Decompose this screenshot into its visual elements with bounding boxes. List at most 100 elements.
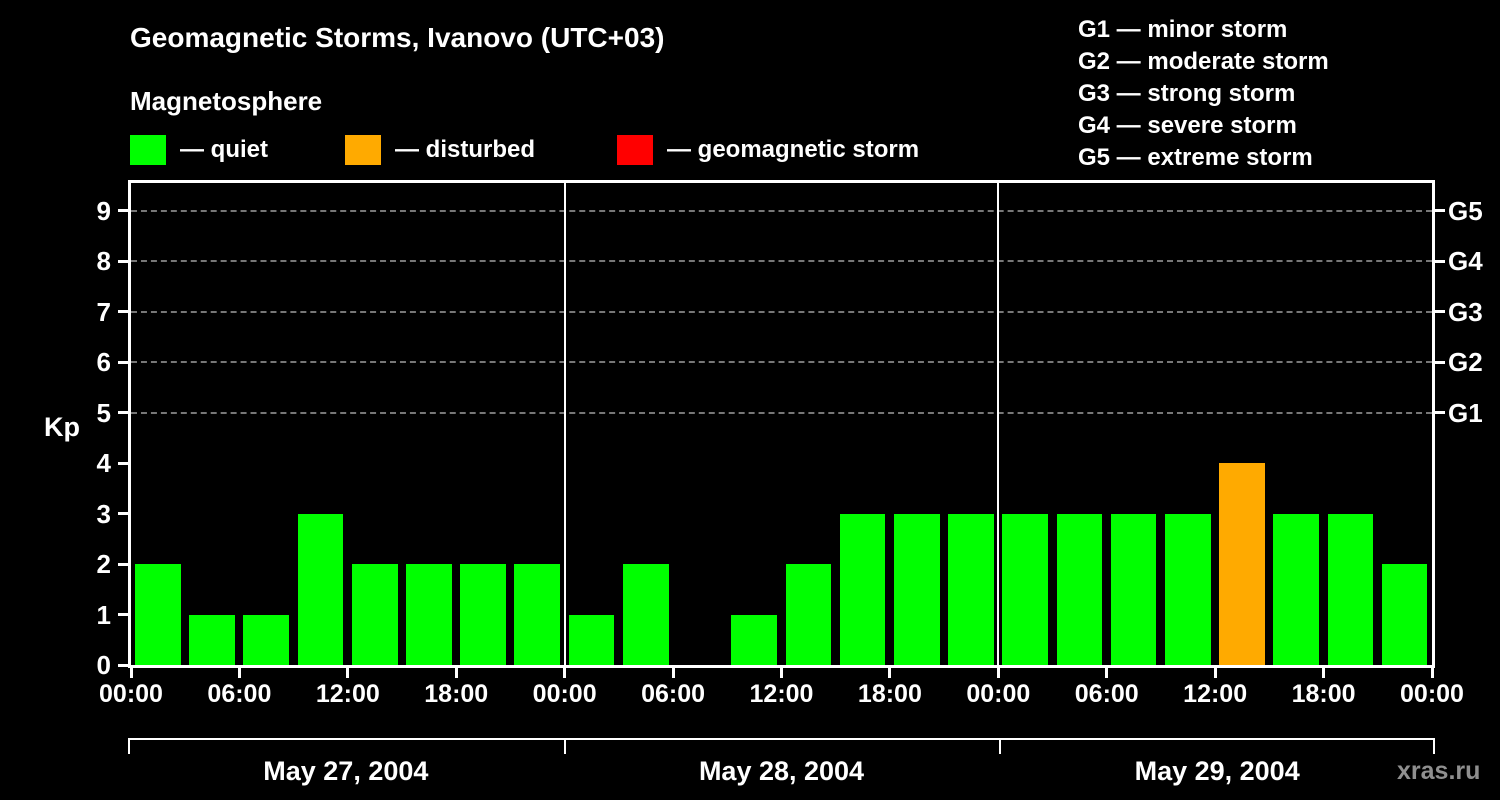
date-axis-tick [999,738,1002,754]
kp-bar [1273,513,1320,665]
y-tick [118,512,131,516]
x-tick-label: 06:00 [641,680,706,708]
y-tick-label: 7 [96,296,111,327]
x-axis-tick-labels: 00:00 06:00 12:00 18:00 00:00 06:00 12:00 18:00… [99,680,1464,712]
y-tick-label: 5 [96,397,111,428]
y-tick-label: 3 [96,498,111,529]
x-tick [1213,668,1217,678]
y-tick-label: 2 [96,549,111,580]
x-tick [129,668,133,678]
g-scale-item-2: G2 — moderate storm [1078,48,1329,75]
x-tick [1105,668,1109,678]
legend-item-quiet: — quiet [130,134,268,166]
date-axis-tick [1433,738,1435,754]
kp-bar [1056,513,1103,665]
kp-bar [460,564,506,665]
x-tick-label: 00:00 [99,680,163,708]
gridline-kp7 [131,310,1432,313]
x-tick-label: 06:00 [207,680,272,708]
x-tick-label: 12:00 [315,680,380,708]
right-tick [1432,259,1445,263]
x-tick [237,668,241,678]
x-tick [1322,668,1326,678]
y-tick [118,310,131,314]
y-tick [118,411,131,415]
kp-bar [1381,564,1428,665]
kp-bar [839,513,886,665]
kp-bar [189,614,235,665]
x-tick [1430,668,1434,678]
kp-bar [622,564,669,665]
right-tick [1432,360,1445,364]
x-tick [888,668,892,678]
date-axis-tick [563,738,566,754]
g-scale-item-3: G3 — strong storm [1078,80,1296,107]
kp-bar [1164,513,1211,665]
date-label: May 27, 2004 [263,756,429,786]
g-level-label: G2 [1448,347,1483,378]
plot-area: 0 1 2 3 4 5 6 7 8 9 G1 G2 G3 G4 G5 [97,180,1483,680]
g-level-label: G5 [1448,195,1483,226]
x-tick-label: 00:00 [1400,680,1464,708]
g-scale-item-5: G5 — extreme storm [1078,144,1313,171]
y-tick [118,562,131,566]
y-tick [118,663,131,667]
legend-swatch-storm [617,135,653,165]
right-tick [1432,310,1445,314]
kp-bar [731,614,777,665]
g-scale-legend: G1 — minor storm G2 — moderate storm G3 — … [1078,14,1329,174]
y-tick-label: 8 [96,246,111,277]
right-tick [1432,209,1445,213]
y-tick [118,613,131,617]
date-axis: May 27, 2004 May 28, 2004 May 29, 2004 [128,738,1435,798]
gridline-kp9 [131,209,1432,212]
x-tick [454,668,458,678]
watermark: xras.ru [1397,757,1481,785]
g-level-label: G4 [1448,246,1483,277]
x-tick-label: 18:00 [1291,680,1356,708]
y-axis-label: Kp [44,412,80,442]
kp-legend: — quiet — disturbed — geomagnetic storm [0,134,1500,166]
x-tick [671,668,675,678]
y-tick [118,461,131,465]
day-separator [997,183,1000,665]
y-tick-label: 6 [96,347,111,378]
g-scale-item-1: G1 — minor storm [1078,16,1288,43]
right-tick [1432,411,1445,415]
date-label: May 28, 2004 [698,756,865,786]
date-axis-line [128,738,1435,740]
legend-label-disturbed: — disturbed [395,136,536,163]
gridline-kp8 [131,260,1432,263]
y-tick-label: 9 [96,195,111,226]
kp-bar [243,614,290,665]
g-level-label: G3 [1448,296,1483,327]
gridline-kp5 [131,411,1432,414]
kp-bar [1327,513,1374,665]
day-separator [563,183,566,665]
kp-bar [1002,513,1049,665]
legend-label-storm: — geomagnetic storm [667,136,920,163]
legend-item-storm: — geomagnetic storm [617,134,919,166]
kp-bar [948,513,994,665]
x-tick [346,668,350,678]
y-tick [118,360,131,364]
legend-label-quiet: — quiet [180,136,268,163]
kp-bar [785,564,832,665]
x-tick-label: 00:00 [532,680,597,708]
chart-subtitle: Magnetosphere [130,86,323,116]
kp-bar [893,513,940,665]
y-tick-label: 0 [96,650,111,680]
y-tick [118,209,131,213]
x-tick [996,668,1000,678]
y-tick-label: 4 [96,448,111,479]
legend-item-disturbed: — disturbed [345,134,535,166]
x-tick [563,668,567,678]
kp-bar [568,614,615,665]
x-tick-label: 18:00 [857,680,922,708]
kp-bar [351,564,398,665]
kp-bar [297,513,344,665]
date-axis-tick [128,738,130,754]
chart-title: Geomagnetic Storms, Ivanovo (UTC+03) [130,22,665,53]
g-scale-item-4: G4 — severe storm [1078,112,1297,139]
